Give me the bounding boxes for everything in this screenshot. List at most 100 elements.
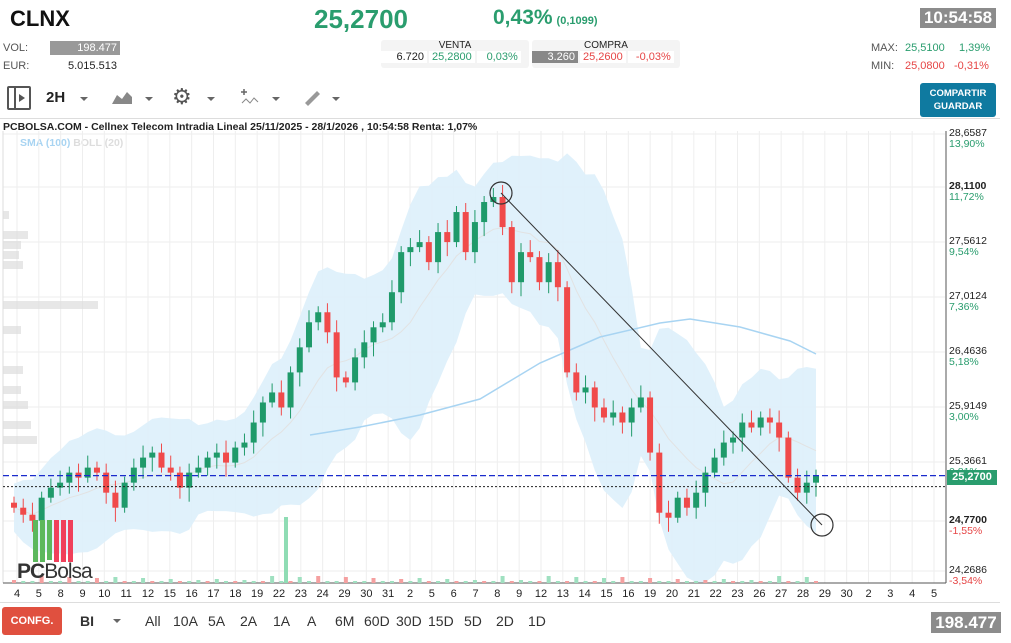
volume-total: 198.477 [931,612,1001,633]
x-tick: 4 [909,588,916,600]
change-percent: 0,43% (0,1099) [493,6,598,30]
venta-pct: 0,03% [476,51,521,63]
interval-select[interactable]: 2H [46,89,66,106]
x-tick: 6 [450,588,457,600]
ticker-symbol: CLNX [10,6,70,31]
indicators-caret-icon[interactable] [272,97,280,101]
range-2d[interactable]: 2D [496,613,514,629]
y-tick: 27,0124 7,36% [949,290,987,313]
x-tick: 16 [622,588,635,600]
venta-box: VENTA 6.720 25,2800 0,03% [381,40,529,68]
range-2a[interactable]: 2A [240,613,258,629]
x-tick: 27 [775,588,788,600]
max-price: 25,5100 [905,42,945,54]
compra-price: 25,2600 [580,51,626,63]
compra-pct: -0,03% [627,51,674,63]
venta-price: 25,2800 [429,51,475,63]
x-tick: 3 [887,588,894,600]
venta-qty: 6.720 [381,51,427,63]
time-display: 10:54:58 [920,8,996,28]
min-pct: -0,31% [954,60,989,72]
x-tick: 7 [472,588,479,600]
draw-caret-icon[interactable] [332,97,340,101]
y-tick: 28,6587 13,90% [949,127,987,150]
range-10a[interactable]: 10A [173,613,198,629]
x-tick: 15 [600,588,613,600]
legend-boll[interactable]: BOLL (20) [73,137,124,149]
x-tick: 5 [930,588,938,600]
x-tick: 21 [687,588,700,600]
range-1a[interactable]: 1A [273,613,291,629]
config-button[interactable]: CONFG. [2,607,62,635]
x-tick: 28 [796,588,810,600]
indicators-icon[interactable] [240,88,260,106]
chart-legend: SMA (100) BOLL (20) [20,137,123,149]
x-tick: 8 [57,588,64,600]
compra-box: COMPRA 3.260 25,2600 -0,03% [532,40,680,68]
chart-type-icon[interactable] [111,89,133,105]
save-label: GUARDAR [933,101,983,112]
current-price-tag: 25,2700 [947,470,997,485]
chart-title: PCBOLSA.COM - Cellnex Telecom Intradia L… [3,121,478,133]
x-tick: 29 [818,588,831,600]
y-tick: 26,4636 5,18% [949,345,987,368]
y-tick: 25,9149 3,00% [949,400,987,423]
x-tick: 16 [185,588,198,600]
x-axis-border [0,602,1000,603]
scale-caret-icon[interactable] [113,619,121,623]
settings-caret-icon[interactable] [207,97,215,101]
x-tick: 12 [141,588,155,600]
x-tick: 19 [251,588,264,600]
max-pct: 1,39% [959,42,991,54]
compra-qty: 3.260 [532,51,578,63]
last-price: 25,2700 [314,4,408,34]
vol-label: VOL: [3,42,29,54]
x-tick: 4 [13,588,21,600]
x-tick: 26 [753,588,766,600]
x-tick: 5 [428,588,435,600]
draw-pencil-icon[interactable] [302,88,322,106]
range-a[interactable]: A [307,613,317,629]
x-tick: 2 [865,588,872,600]
x-tick: 13 [556,588,569,600]
price-chart[interactable] [0,131,1011,586]
toggle-panel-button[interactable] [7,86,31,110]
change-percent-value: 0,43% [493,6,553,29]
watermark-logo: PCBolsa [17,560,93,583]
x-tick: 20 [665,588,679,600]
legend-sma[interactable]: SMA (100) [20,137,71,149]
share-save-button[interactable]: COMPARTIR GUARDAR [920,83,996,117]
range-5a[interactable]: 5A [208,613,226,629]
chart-type-caret-icon[interactable] [145,97,153,101]
change-absolute: (0,1099) [556,15,598,27]
eur-label: EUR: [3,60,30,72]
range-60d[interactable]: 60D [364,613,390,629]
venta-label: VENTA [438,40,472,51]
x-tick: 5 [35,588,42,600]
x-tick: 30 [360,588,373,600]
range-30d[interactable]: 30D [396,613,422,629]
y-tick: 27,5612 9,54% [949,235,987,258]
chart-top-border [0,118,1000,119]
scale-select[interactable]: BI [80,613,94,629]
x-tick: 22 [272,588,286,600]
interval-caret-icon[interactable] [80,97,88,101]
range-15d[interactable]: 15D [428,613,454,629]
x-tick: 9 [516,588,523,600]
x-tick: 18 [229,588,242,600]
x-tick: 17 [207,588,220,600]
vol-value: 198.477 [50,41,120,55]
range-6m[interactable]: 6M [335,613,355,629]
min-label: MIN: [871,60,895,72]
range-all[interactable]: All [145,613,161,629]
range-5d[interactable]: 5D [464,613,482,629]
eur-value: 5.015.513 [68,60,117,72]
settings-gear-icon[interactable]: ⚙ [172,84,192,109]
share-label: COMPARTIR [929,88,987,99]
range-1d[interactable]: 1D [528,613,546,629]
x-tick: 10 [98,588,111,600]
y-tick: 24,7700 -1,55% [949,514,987,537]
x-tick: 22 [709,588,722,600]
x-tick: 23 [731,588,744,600]
x-tick: 12 [534,588,548,600]
